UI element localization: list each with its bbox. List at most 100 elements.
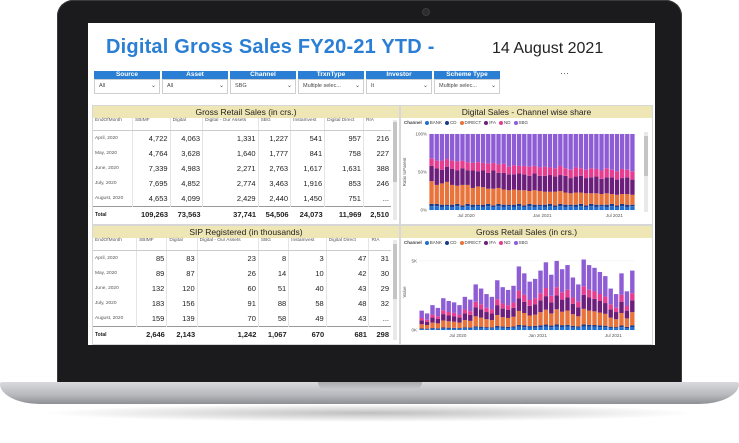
bar-segment[interactable] [505, 289, 511, 306]
bar-segment[interactable] [542, 191, 548, 205]
bar-segment[interactable] [450, 204, 455, 207]
bar-segment[interactable] [619, 301, 624, 314]
bar-segment[interactable] [604, 204, 609, 207]
bar-segment[interactable] [576, 284, 581, 302]
bar-segment[interactable] [439, 169, 445, 184]
bar-segment[interactable] [441, 320, 446, 328]
bar-segment[interactable] [578, 134, 584, 169]
chart-scrollbar-thumb[interactable] [644, 136, 648, 176]
bar-segment[interactable] [537, 191, 542, 205]
bar-segment[interactable] [444, 204, 450, 207]
bar-segment[interactable] [470, 170, 475, 188]
bar-segment[interactable] [630, 134, 635, 172]
bar-segment[interactable] [451, 316, 457, 322]
bar-segment[interactable] [444, 166, 450, 182]
bar-segment[interactable] [484, 327, 489, 329]
bar-segment[interactable] [538, 270, 543, 294]
bar-segment[interactable] [511, 302, 516, 308]
bar-segment[interactable] [554, 309, 559, 325]
bar-segment[interactable] [608, 317, 613, 327]
bar-segment[interactable] [430, 328, 435, 329]
bar-segment[interactable] [527, 166, 532, 176]
bar-segment[interactable] [486, 188, 491, 204]
bar-segment[interactable] [491, 205, 496, 207]
bar-segment[interactable] [457, 305, 462, 315]
bar-segment[interactable] [516, 165, 522, 174]
column-header[interactable]: SBIMF [136, 238, 167, 251]
bar-segment[interactable] [465, 170, 470, 185]
bar-segment[interactable] [578, 206, 584, 210]
bar-segment[interactable] [462, 309, 468, 314]
filter-dropdown[interactable]: All ⌄ [162, 79, 228, 94]
bar-segment[interactable] [553, 206, 558, 210]
bar-segment[interactable] [457, 328, 462, 330]
bar-segment[interactable] [597, 312, 603, 326]
column-header[interactable]: Digital Direct [324, 118, 364, 131]
bar-segment[interactable] [581, 259, 586, 287]
column-header[interactable]: SBIMF [132, 118, 171, 131]
bar-segment[interactable] [630, 325, 635, 328]
bar-segment[interactable] [506, 190, 511, 205]
bar-segment[interactable] [419, 328, 424, 330]
bar-segment[interactable] [455, 170, 460, 186]
bar-segment[interactable] [608, 304, 613, 310]
bar-segment[interactable] [583, 169, 589, 179]
legend-item[interactable]: SBG [511, 120, 528, 125]
bar-segment[interactable] [516, 324, 522, 327]
bar-segment[interactable] [522, 174, 527, 191]
bar-segment[interactable] [599, 134, 604, 171]
bar-segment[interactable] [441, 298, 446, 311]
column-header[interactable]: InstaInvest [288, 238, 327, 251]
bar-segment[interactable] [576, 316, 581, 327]
bar-segment[interactable] [527, 175, 532, 191]
bar-segment[interactable] [527, 327, 532, 330]
bar-segment[interactable] [583, 206, 589, 210]
bar-segment[interactable] [613, 294, 619, 308]
bar-segment[interactable] [625, 204, 630, 207]
bar-segment[interactable] [581, 326, 586, 330]
bar-segment[interactable] [586, 324, 592, 327]
bar-segment[interactable] [603, 327, 608, 330]
bar-segment[interactable] [511, 285, 516, 303]
bar-segment[interactable] [630, 327, 635, 330]
bar-segment[interactable] [554, 287, 559, 296]
bar-segment[interactable] [583, 134, 589, 170]
bar-segment[interactable] [559, 311, 565, 326]
bar-segment[interactable] [558, 203, 563, 207]
bar-segment[interactable] [554, 326, 559, 330]
bar-segment[interactable] [619, 327, 624, 330]
bar-segment[interactable] [570, 297, 576, 304]
bar-segment[interactable] [522, 205, 527, 207]
bar-segment[interactable] [558, 191, 563, 204]
bar-segment[interactable] [563, 206, 568, 210]
bar-segment[interactable] [599, 170, 604, 179]
bar-segment[interactable] [486, 203, 491, 207]
bar-segment[interactable] [619, 313, 624, 326]
bar-segment[interactable] [553, 134, 558, 169]
bar-segment[interactable] [581, 324, 586, 327]
bar-segment[interactable] [592, 311, 597, 326]
bar-segment[interactable] [568, 206, 573, 210]
gross-table-scrollbar[interactable] [393, 120, 397, 220]
bar-segment[interactable] [495, 327, 500, 330]
column-header[interactable]: Digital Direct [325, 238, 369, 251]
bar-segment[interactable] [563, 168, 568, 176]
bar-segment[interactable] [527, 326, 532, 328]
bar-segment[interactable] [625, 194, 630, 205]
bar-segment[interactable] [511, 326, 516, 328]
bar-segment[interactable] [473, 284, 478, 302]
bar-segment[interactable] [565, 265, 570, 290]
legend-item[interactable]: BANK [422, 120, 442, 125]
bar-segment[interactable] [522, 313, 527, 326]
bar-segment[interactable] [478, 304, 484, 310]
bar-segment[interactable] [480, 162, 486, 171]
bar-segment[interactable] [462, 313, 468, 321]
bar-segment[interactable] [468, 299, 473, 312]
bar-segment[interactable] [475, 162, 481, 172]
bar-segment[interactable] [573, 192, 578, 205]
legend-item[interactable]: ND [496, 120, 511, 125]
bar-segment[interactable] [592, 325, 597, 327]
bar-segment[interactable] [480, 206, 486, 210]
bar-segment[interactable] [424, 313, 430, 320]
bar-segment[interactable] [625, 134, 630, 170]
